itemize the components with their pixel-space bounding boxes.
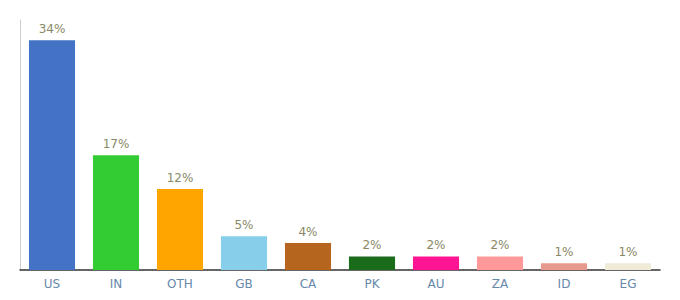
svg-text:IN: IN: [110, 277, 123, 291]
svg-text:CA: CA: [300, 277, 317, 291]
svg-text:12%: 12%: [167, 171, 194, 185]
svg-text:5%: 5%: [234, 218, 253, 232]
svg-text:1%: 1%: [618, 245, 637, 259]
svg-text:1%: 1%: [554, 245, 573, 259]
svg-text:AU: AU: [428, 277, 445, 291]
svg-text:GB: GB: [235, 277, 253, 291]
svg-text:ZA: ZA: [492, 277, 509, 291]
svg-text:OTH: OTH: [167, 277, 193, 291]
svg-text:2%: 2%: [426, 238, 445, 252]
svg-text:PK: PK: [364, 277, 380, 291]
svg-text:34%: 34%: [39, 22, 66, 36]
svg-text:2%: 2%: [362, 238, 381, 252]
svg-text:2%: 2%: [490, 238, 509, 252]
svg-text:17%: 17%: [103, 137, 130, 151]
svg-text:ID: ID: [558, 277, 571, 291]
svg-text:US: US: [44, 277, 60, 291]
svg-text:EG: EG: [620, 277, 637, 291]
svg-text:4%: 4%: [298, 225, 317, 239]
